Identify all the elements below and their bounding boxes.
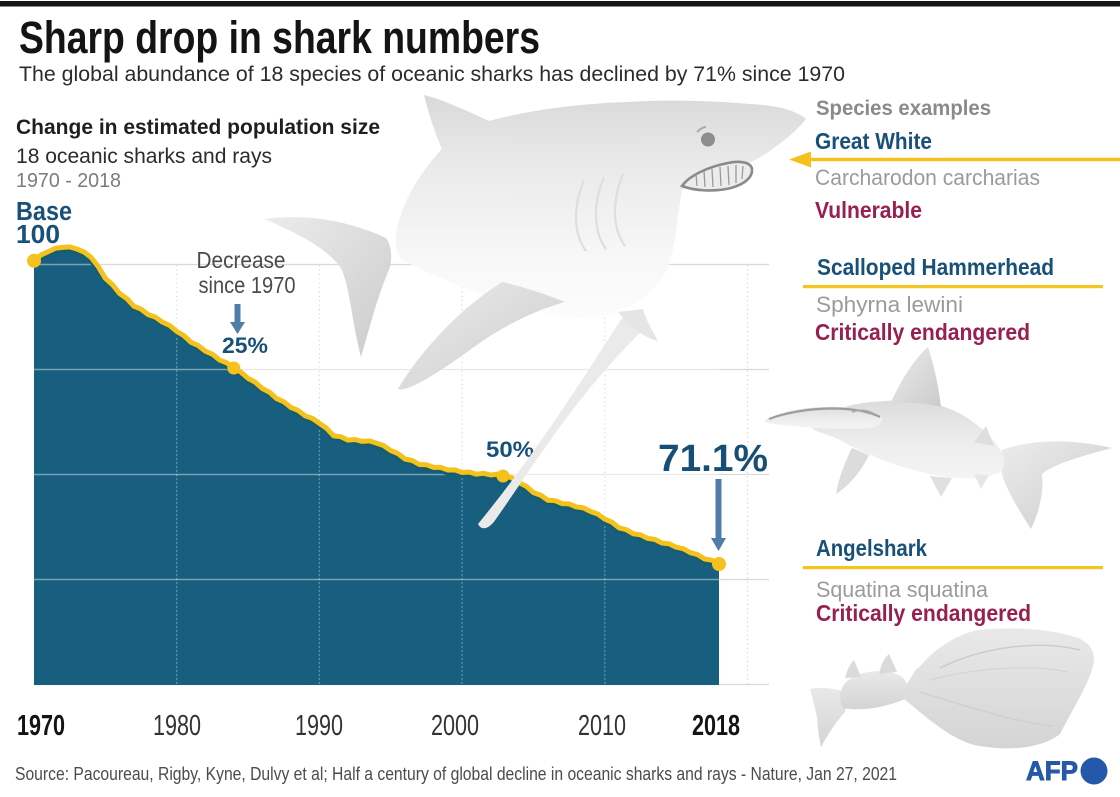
svg-text:100: 100 (16, 221, 60, 249)
svg-text:since 1970: since 1970 (199, 272, 296, 298)
svg-text:Change in estimated population: Change in estimated population size (16, 116, 380, 139)
svg-text:Critically endangered: Critically endangered (815, 319, 1030, 345)
svg-text:2000: 2000 (431, 710, 479, 742)
svg-text:The global abundance of 18 spe: The global abundance of 18 species of oc… (19, 63, 845, 86)
svg-text:Angelshark: Angelshark (816, 535, 927, 561)
svg-text:Scalloped Hammerhead: Scalloped Hammerhead (817, 254, 1054, 280)
svg-text:Decrease: Decrease (197, 247, 286, 273)
svg-text:71.1%: 71.1% (658, 438, 768, 480)
svg-text:Vulnerable: Vulnerable (815, 197, 922, 223)
svg-text:18 oceanic sharks and rays: 18 oceanic sharks and rays (16, 145, 272, 168)
svg-text:1980: 1980 (153, 710, 201, 742)
svg-text:Squatina squatina: Squatina squatina (816, 577, 989, 602)
svg-text:Base: Base (16, 198, 72, 226)
svg-text:25%: 25% (222, 333, 268, 358)
svg-text:Critically endangered: Critically endangered (816, 600, 1031, 626)
svg-text:1970 - 2018: 1970 - 2018 (16, 170, 121, 192)
svg-text:50%: 50% (486, 437, 534, 462)
svg-text:1970: 1970 (17, 710, 65, 742)
svg-text:Sharp drop in shark numbers: Sharp drop in shark numbers (19, 12, 540, 63)
svg-text:2010: 2010 (578, 710, 626, 742)
svg-text:1990: 1990 (295, 710, 343, 742)
svg-text:Source: Pacoureau, Rigby, Kyne: Source: Pacoureau, Rigby, Kyne, Dulvy et… (15, 764, 897, 784)
svg-text:Species examples: Species examples (816, 97, 991, 120)
svg-text:Sphyrna lewini: Sphyrna lewini (816, 292, 963, 317)
svg-text:AFP: AFP (1026, 756, 1078, 786)
svg-text:Carcharodon carcharias: Carcharodon carcharias (815, 165, 1040, 190)
svg-text:Great White: Great White (815, 128, 932, 154)
svg-text:2018: 2018 (692, 710, 740, 742)
